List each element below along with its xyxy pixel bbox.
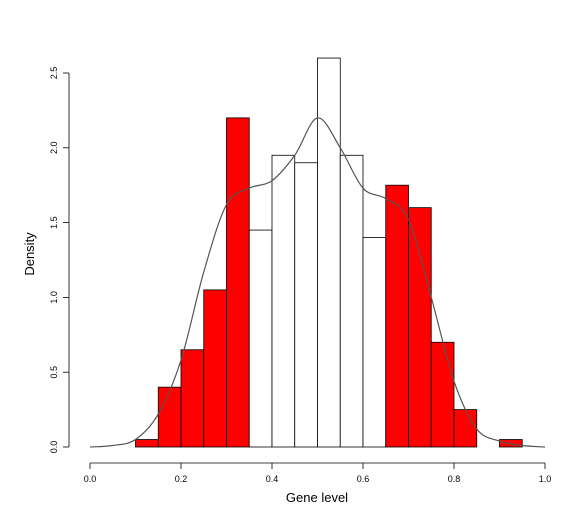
x-tick-label-5: 1.0 [539, 474, 552, 484]
y-tick-label-5: 2.5 [49, 67, 59, 80]
histogram-bar-5 [248, 229, 273, 448]
y-tick-label-3: 1.5 [49, 216, 59, 229]
x-tick-label-1: 0.2 [175, 474, 188, 484]
histogram-bar-1 [157, 386, 182, 448]
histogram-bar-6 [271, 154, 296, 448]
x-axis: 0.0 0.2 0.4 0.6 0.8 1.0 [84, 462, 552, 484]
histogram-bar-13 [430, 341, 455, 448]
histogram-bar-12 [408, 207, 432, 448]
x-tick-label-2: 0.4 [266, 474, 279, 484]
histogram-bar-8 [317, 57, 341, 448]
x-tick-label-4: 0.8 [448, 474, 461, 484]
histogram-bar-0 [135, 439, 159, 448]
y-tick-label-2: 1.0 [49, 291, 59, 304]
y-tick-label-4: 2.0 [49, 142, 59, 155]
x-tick-label-3: 0.6 [357, 474, 370, 484]
histogram-bar-7 [294, 162, 318, 448]
histogram-bar-10 [362, 237, 387, 448]
y-axis: 0.0 0.5 1.0 1.5 2.0 2.5 [49, 67, 70, 454]
histogram-bar-9 [339, 154, 364, 448]
y-axis-title: Density [22, 232, 37, 276]
histogram-bar-4 [226, 117, 250, 448]
histogram-bar-2 [180, 349, 205, 448]
histogram-bar-11 [385, 184, 409, 448]
y-tick-label-1: 0.5 [49, 366, 59, 379]
histogram-bar-14 [453, 409, 478, 448]
y-tick-label-0: 0.0 [49, 441, 59, 454]
histogram-bars [135, 57, 523, 448]
x-axis-title: Gene level [286, 490, 348, 505]
histogram-bar-3 [203, 289, 227, 448]
x-tick-label-0: 0.0 [84, 474, 97, 484]
density-curve [89, 117, 546, 448]
